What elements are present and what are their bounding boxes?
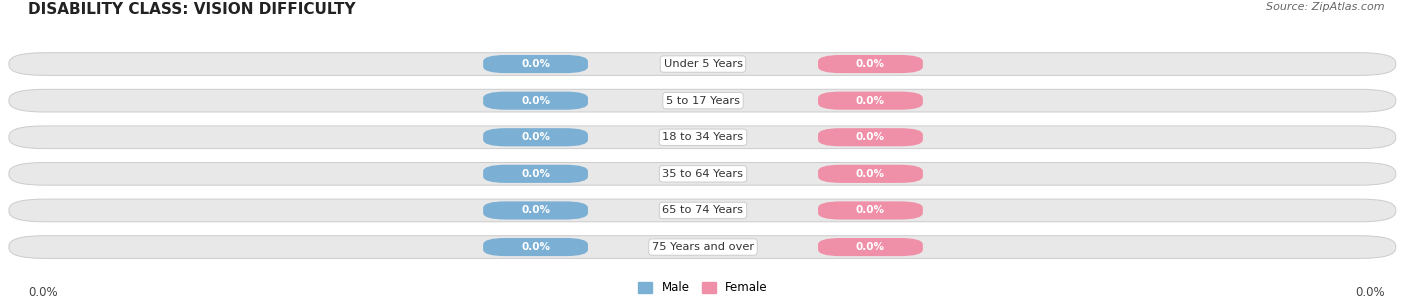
FancyBboxPatch shape [818,165,922,183]
Text: 0.0%: 0.0% [522,206,550,215]
Text: Under 5 Years: Under 5 Years [664,59,742,69]
Text: 0.0%: 0.0% [856,96,884,106]
Text: 0.0%: 0.0% [522,242,550,252]
FancyBboxPatch shape [818,92,922,110]
FancyBboxPatch shape [818,55,922,73]
Text: 35 to 64 Years: 35 to 64 Years [662,169,744,179]
FancyBboxPatch shape [818,238,922,256]
Text: 0.0%: 0.0% [856,206,884,215]
Text: 0.0%: 0.0% [522,132,550,142]
FancyBboxPatch shape [8,126,1396,149]
FancyBboxPatch shape [8,163,1396,185]
Text: 0.0%: 0.0% [856,242,884,252]
Text: 0.0%: 0.0% [1355,286,1385,299]
FancyBboxPatch shape [8,199,1396,222]
FancyBboxPatch shape [818,201,922,220]
Text: 0.0%: 0.0% [522,96,550,106]
Text: 65 to 74 Years: 65 to 74 Years [662,206,744,215]
FancyBboxPatch shape [484,201,588,220]
FancyBboxPatch shape [484,92,588,110]
FancyBboxPatch shape [484,128,588,146]
Text: 5 to 17 Years: 5 to 17 Years [666,96,740,106]
Text: 0.0%: 0.0% [522,169,550,179]
Text: 18 to 34 Years: 18 to 34 Years [662,132,744,142]
Text: 75 Years and over: 75 Years and over [652,242,754,252]
Text: 0.0%: 0.0% [28,286,58,299]
Text: DISABILITY CLASS: VISION DIFFICULTY: DISABILITY CLASS: VISION DIFFICULTY [28,2,356,16]
Legend: Male, Female: Male, Female [634,277,772,299]
FancyBboxPatch shape [8,236,1396,258]
FancyBboxPatch shape [8,53,1396,75]
Text: 0.0%: 0.0% [856,59,884,69]
FancyBboxPatch shape [8,89,1396,112]
Text: 0.0%: 0.0% [522,59,550,69]
FancyBboxPatch shape [484,165,588,183]
Text: 0.0%: 0.0% [856,169,884,179]
FancyBboxPatch shape [818,128,922,146]
FancyBboxPatch shape [484,55,588,73]
Text: Source: ZipAtlas.com: Source: ZipAtlas.com [1267,2,1385,12]
Text: 0.0%: 0.0% [856,132,884,142]
FancyBboxPatch shape [484,238,588,256]
